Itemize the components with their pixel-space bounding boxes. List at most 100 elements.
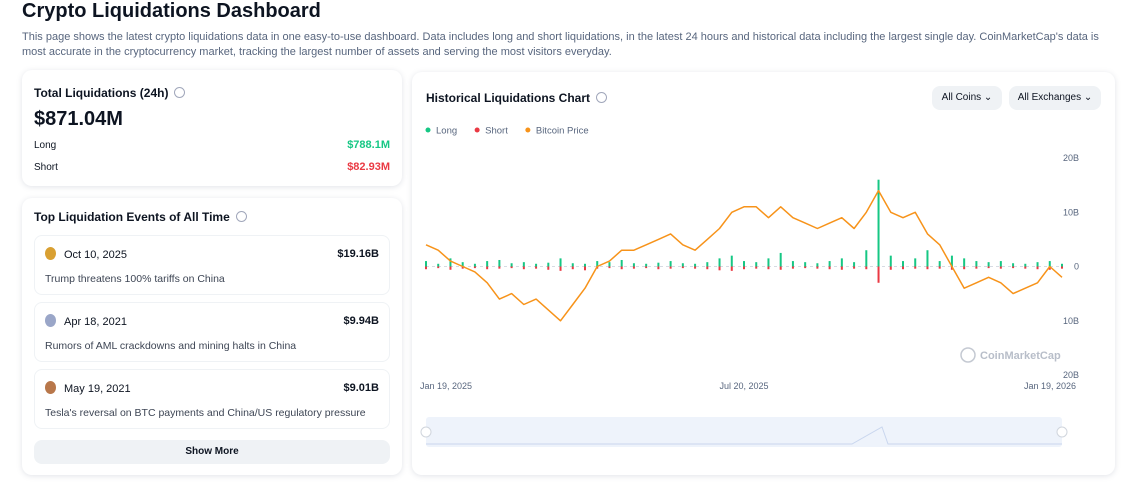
bar — [865, 266, 868, 270]
bar — [510, 263, 513, 267]
event-item: Oct 10, 2025 $19.16B Trump threatens 100… — [34, 235, 390, 295]
bar — [999, 266, 1002, 269]
bar — [791, 261, 794, 267]
coins-dropdown[interactable]: All Coins ⌄ — [932, 86, 1002, 110]
event-item: Apr 18, 2021 $9.94B Rumors of AML crackd… — [34, 302, 390, 362]
show-more-button[interactable]: Show More — [34, 440, 390, 464]
bar — [694, 263, 697, 267]
bar — [547, 266, 550, 270]
event-description: Tesla's reversal on BTC payments and Chi… — [45, 407, 366, 419]
bar — [816, 266, 819, 269]
bar — [730, 266, 733, 271]
event-amount: $9.94B — [343, 315, 379, 327]
bar — [791, 266, 794, 269]
bar — [1024, 266, 1027, 269]
chart: CoinMarketCap 20B 10B 0 10B 20B Jan 19, 2025 J… — [420, 126, 1079, 447]
bar — [828, 266, 831, 270]
bar — [620, 266, 623, 270]
bar — [1012, 266, 1015, 269]
bar — [914, 258, 917, 267]
bar — [461, 266, 464, 269]
bar — [437, 266, 440, 269]
bar — [681, 266, 684, 269]
bar — [706, 262, 709, 267]
bar — [840, 258, 843, 267]
y-tick-label: 10B — [1063, 207, 1079, 217]
watermark: CoinMarketCap — [980, 350, 1061, 362]
bar — [559, 258, 562, 267]
total-amount: $871.04M — [34, 108, 123, 130]
navigator-handle[interactable] — [420, 426, 432, 438]
bar — [669, 266, 672, 269]
bar — [730, 255, 733, 267]
navigator-line — [426, 426, 1062, 445]
bar — [902, 261, 904, 267]
bar — [571, 263, 574, 267]
event-item: May 19, 2021 $9.01B Tesla's reversal on … — [34, 369, 390, 429]
exchanges-dropdown[interactable]: All Exchanges ⌄ — [1009, 86, 1101, 110]
legend-label: Bitcoin Price — [536, 126, 589, 137]
bar — [853, 266, 856, 269]
bar — [975, 266, 978, 269]
bar — [1048, 266, 1051, 270]
events-card: Top Liquidation Events of All Time Oct 1… — [22, 198, 402, 475]
card-title-text: Total Liquidations (24h) — [34, 86, 169, 100]
bar — [706, 266, 709, 270]
bar — [926, 250, 929, 267]
bar — [657, 266, 660, 270]
event-amount: $19.16B — [337, 248, 379, 260]
short-value: $82.93M — [347, 161, 390, 173]
bar — [498, 266, 501, 269]
navigator — [426, 417, 1062, 447]
bar — [804, 262, 807, 267]
bar — [632, 266, 635, 269]
navigator-handle[interactable] — [1056, 426, 1068, 438]
bar — [950, 266, 953, 270]
event-amount: $9.01B — [343, 382, 379, 394]
bar — [840, 266, 843, 270]
bar — [804, 266, 807, 269]
x-tick-label: Jan 19, 2025 — [420, 381, 472, 391]
legend-label: Long — [436, 126, 457, 137]
bar — [755, 266, 758, 269]
bar — [632, 263, 635, 267]
bar — [963, 266, 966, 270]
bar — [1036, 266, 1039, 270]
bar — [473, 266, 476, 269]
bar — [718, 266, 721, 271]
bar — [559, 266, 562, 271]
bar — [473, 263, 476, 267]
bar — [694, 266, 697, 269]
bar — [669, 261, 672, 267]
long-value: $788.1M — [347, 139, 390, 151]
bar — [535, 263, 538, 267]
bar — [608, 262, 611, 267]
bar — [535, 266, 538, 269]
chart-card: Historical Liquidations Chart All Coins … — [412, 72, 1115, 475]
legend-marker — [474, 127, 480, 133]
chart-title-text: Historical Liquidations Chart — [426, 91, 591, 105]
bar — [596, 261, 599, 267]
bar — [779, 252, 782, 267]
y-tick-label: 0 — [1074, 262, 1079, 272]
bar — [510, 266, 513, 269]
bar — [657, 262, 660, 267]
bar — [914, 266, 917, 269]
bar — [584, 266, 586, 271]
bar — [449, 266, 452, 270]
bar — [1036, 262, 1039, 267]
card-title: Total Liquidations (24h) — [34, 86, 186, 100]
bar — [902, 266, 904, 270]
bar — [865, 250, 868, 267]
info-icon — [174, 87, 186, 98]
event-date: Oct 10, 2025 — [64, 249, 127, 261]
bar — [584, 263, 586, 267]
bar — [1024, 263, 1027, 267]
event-date-row: Oct 10, 2025 — [45, 247, 127, 261]
bar — [938, 261, 941, 267]
bar — [938, 266, 941, 269]
medal-icon — [45, 314, 56, 327]
bar — [547, 262, 550, 267]
watermark-logo — [960, 347, 976, 363]
